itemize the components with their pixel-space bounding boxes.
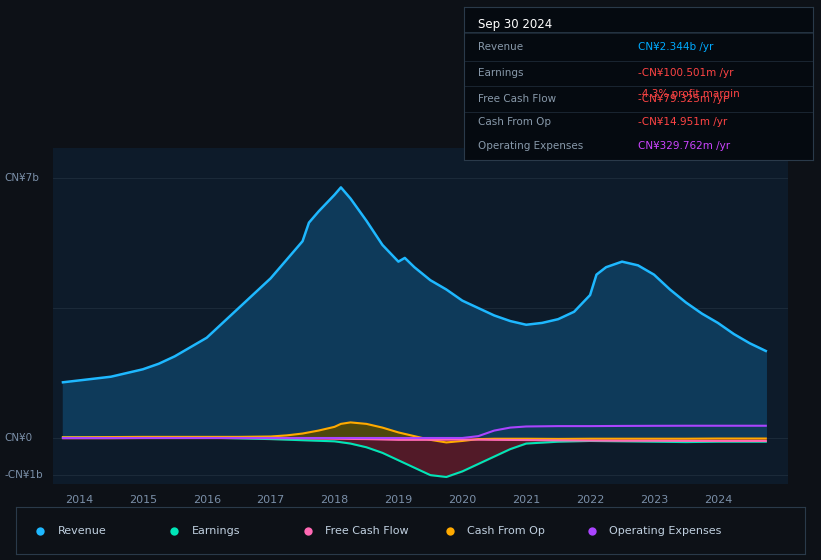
- Text: CN¥2.344b /yr: CN¥2.344b /yr: [639, 42, 713, 52]
- Text: Earnings: Earnings: [478, 68, 523, 78]
- Text: Revenue: Revenue: [57, 526, 106, 535]
- Text: -CN¥79.325m /yr: -CN¥79.325m /yr: [639, 94, 727, 104]
- Text: CN¥7b: CN¥7b: [4, 173, 39, 183]
- Text: Revenue: Revenue: [478, 42, 523, 52]
- Text: Operating Expenses: Operating Expenses: [609, 526, 722, 535]
- Text: Cash From Op: Cash From Op: [478, 117, 551, 127]
- Text: Operating Expenses: Operating Expenses: [478, 141, 583, 151]
- Text: -CN¥1b: -CN¥1b: [4, 470, 43, 480]
- Text: Sep 30 2024: Sep 30 2024: [478, 18, 552, 31]
- Text: Free Cash Flow: Free Cash Flow: [478, 94, 556, 104]
- Text: Earnings: Earnings: [191, 526, 240, 535]
- Text: -CN¥14.951m /yr: -CN¥14.951m /yr: [639, 117, 727, 127]
- Text: Free Cash Flow: Free Cash Flow: [325, 526, 409, 535]
- Text: CN¥0: CN¥0: [4, 433, 32, 443]
- Text: -4.3% profit margin: -4.3% profit margin: [639, 89, 740, 99]
- Text: -CN¥100.501m /yr: -CN¥100.501m /yr: [639, 68, 734, 78]
- Text: Cash From Op: Cash From Op: [467, 526, 545, 535]
- Text: CN¥329.762m /yr: CN¥329.762m /yr: [639, 141, 731, 151]
